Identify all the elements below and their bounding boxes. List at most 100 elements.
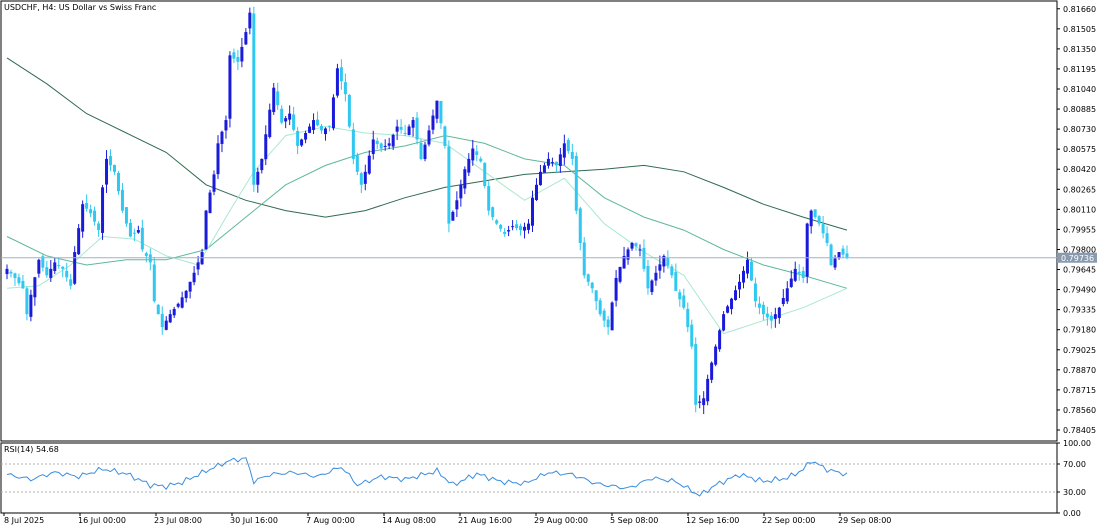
- candle-body: [706, 378, 710, 402]
- time-tick-label: 23 Jul 08:00: [154, 516, 202, 525]
- candle-body: [367, 155, 371, 174]
- candle-body: [69, 279, 73, 286]
- candle-body: [216, 143, 220, 175]
- candle-body: [578, 208, 582, 243]
- candle-body: [447, 146, 451, 224]
- candle-body: [204, 210, 208, 250]
- candle-body: [837, 252, 841, 258]
- candle-body: [423, 144, 427, 160]
- candle-body: [29, 294, 33, 317]
- candle-body: [443, 126, 447, 146]
- candle-body: [463, 169, 467, 189]
- candle-body: [642, 247, 646, 269]
- candle-body: [109, 156, 113, 166]
- candle-body: [304, 133, 308, 140]
- candle-body: [89, 209, 93, 214]
- rsi-tick-label: 0.00: [1063, 509, 1081, 518]
- candle-body: [566, 140, 570, 152]
- price-panel-frame: [0, 0, 1058, 442]
- candle-body: [546, 158, 550, 166]
- candle-body: [192, 272, 196, 283]
- candle-body: [256, 171, 260, 185]
- rsi-label: RSI(14) 54.68: [4, 445, 59, 454]
- candle-body: [93, 210, 97, 222]
- candle-body: [363, 171, 367, 184]
- candle-body: [77, 228, 81, 255]
- candle-body: [9, 271, 13, 274]
- price-tick-label: 0.81040: [1063, 85, 1096, 94]
- price-tick-label: 0.80730: [1063, 125, 1096, 134]
- candle-body: [260, 158, 264, 171]
- rsi-line: [6, 457, 848, 497]
- candle-body: [288, 113, 292, 120]
- candle-body: [610, 302, 614, 331]
- price-tick-label: 0.79800: [1063, 245, 1096, 254]
- rsi-layer: [1, 457, 1057, 497]
- candle-body: [73, 252, 77, 284]
- candle-body: [789, 278, 793, 288]
- candle-body: [335, 68, 339, 96]
- price-panel[interactable]: 0.79736 USDCHF, H4: US Dollar vs Swiss F…: [0, 0, 1097, 442]
- candle-body: [172, 309, 176, 316]
- candle-body: [479, 158, 483, 162]
- rsi-panel[interactable]: RSI(14) 54.68: [0, 442, 1058, 514]
- candle-body: [415, 117, 419, 140]
- candle-body: [236, 57, 240, 62]
- candle-body: [57, 265, 61, 267]
- candle-body: [85, 203, 89, 209]
- candle-body: [530, 197, 534, 226]
- candle-body: [308, 126, 312, 133]
- candle-body: [817, 216, 821, 224]
- candle-body: [140, 227, 144, 250]
- candle-body: [845, 253, 849, 258]
- candle-body: [781, 298, 785, 305]
- candle-body: [745, 259, 749, 274]
- candle-body: [244, 32, 248, 45]
- candle-body: [710, 362, 714, 380]
- candle-body: [499, 224, 503, 229]
- candle-body: [351, 129, 355, 159]
- candle-body: [124, 207, 128, 224]
- candle-body: [582, 242, 586, 276]
- price-tick-label: 0.79335: [1063, 306, 1096, 315]
- candle-body: [769, 315, 773, 321]
- candle-body: [753, 283, 757, 302]
- candle-body: [284, 118, 288, 122]
- candle-body: [184, 290, 188, 299]
- candle-body: [698, 401, 702, 403]
- candle-body: [212, 174, 216, 192]
- ma-fast-line: [6, 125, 848, 335]
- candle-body: [41, 256, 45, 268]
- candle-body: [622, 255, 626, 269]
- price-tick-label: 0.81350: [1063, 45, 1096, 54]
- rsi-axis: 100.00 70.00 30.00 0.00: [1057, 439, 1091, 518]
- time-tick-label: 8 Jul 2025: [4, 516, 44, 525]
- price-tick-label: 0.81195: [1063, 65, 1096, 74]
- candle-body: [224, 120, 228, 131]
- candle-body: [427, 130, 431, 145]
- candle-body: [511, 226, 515, 228]
- candle-body: [136, 230, 140, 233]
- candle-body: [176, 303, 180, 307]
- candle-body: [475, 151, 479, 155]
- candle-body: [296, 130, 300, 146]
- candle-body: [343, 82, 347, 95]
- candle-body: [662, 255, 666, 267]
- candle-body: [312, 120, 316, 130]
- price-tick-label: 0.80885: [1063, 105, 1096, 114]
- candle-body: [180, 297, 184, 308]
- candle-body: [515, 224, 519, 229]
- candle-body: [674, 272, 678, 291]
- candle-body: [156, 304, 160, 315]
- price-tick-label: 0.80420: [1063, 165, 1096, 174]
- candle-body: [686, 308, 690, 328]
- candle-body: [101, 187, 105, 233]
- price-tick-label: 0.80110: [1063, 205, 1096, 214]
- candle-body: [132, 232, 136, 234]
- candle-body: [594, 290, 598, 302]
- price-tick-label: 0.78560: [1063, 406, 1096, 415]
- candle-body: [399, 126, 403, 130]
- candle-body: [45, 267, 49, 276]
